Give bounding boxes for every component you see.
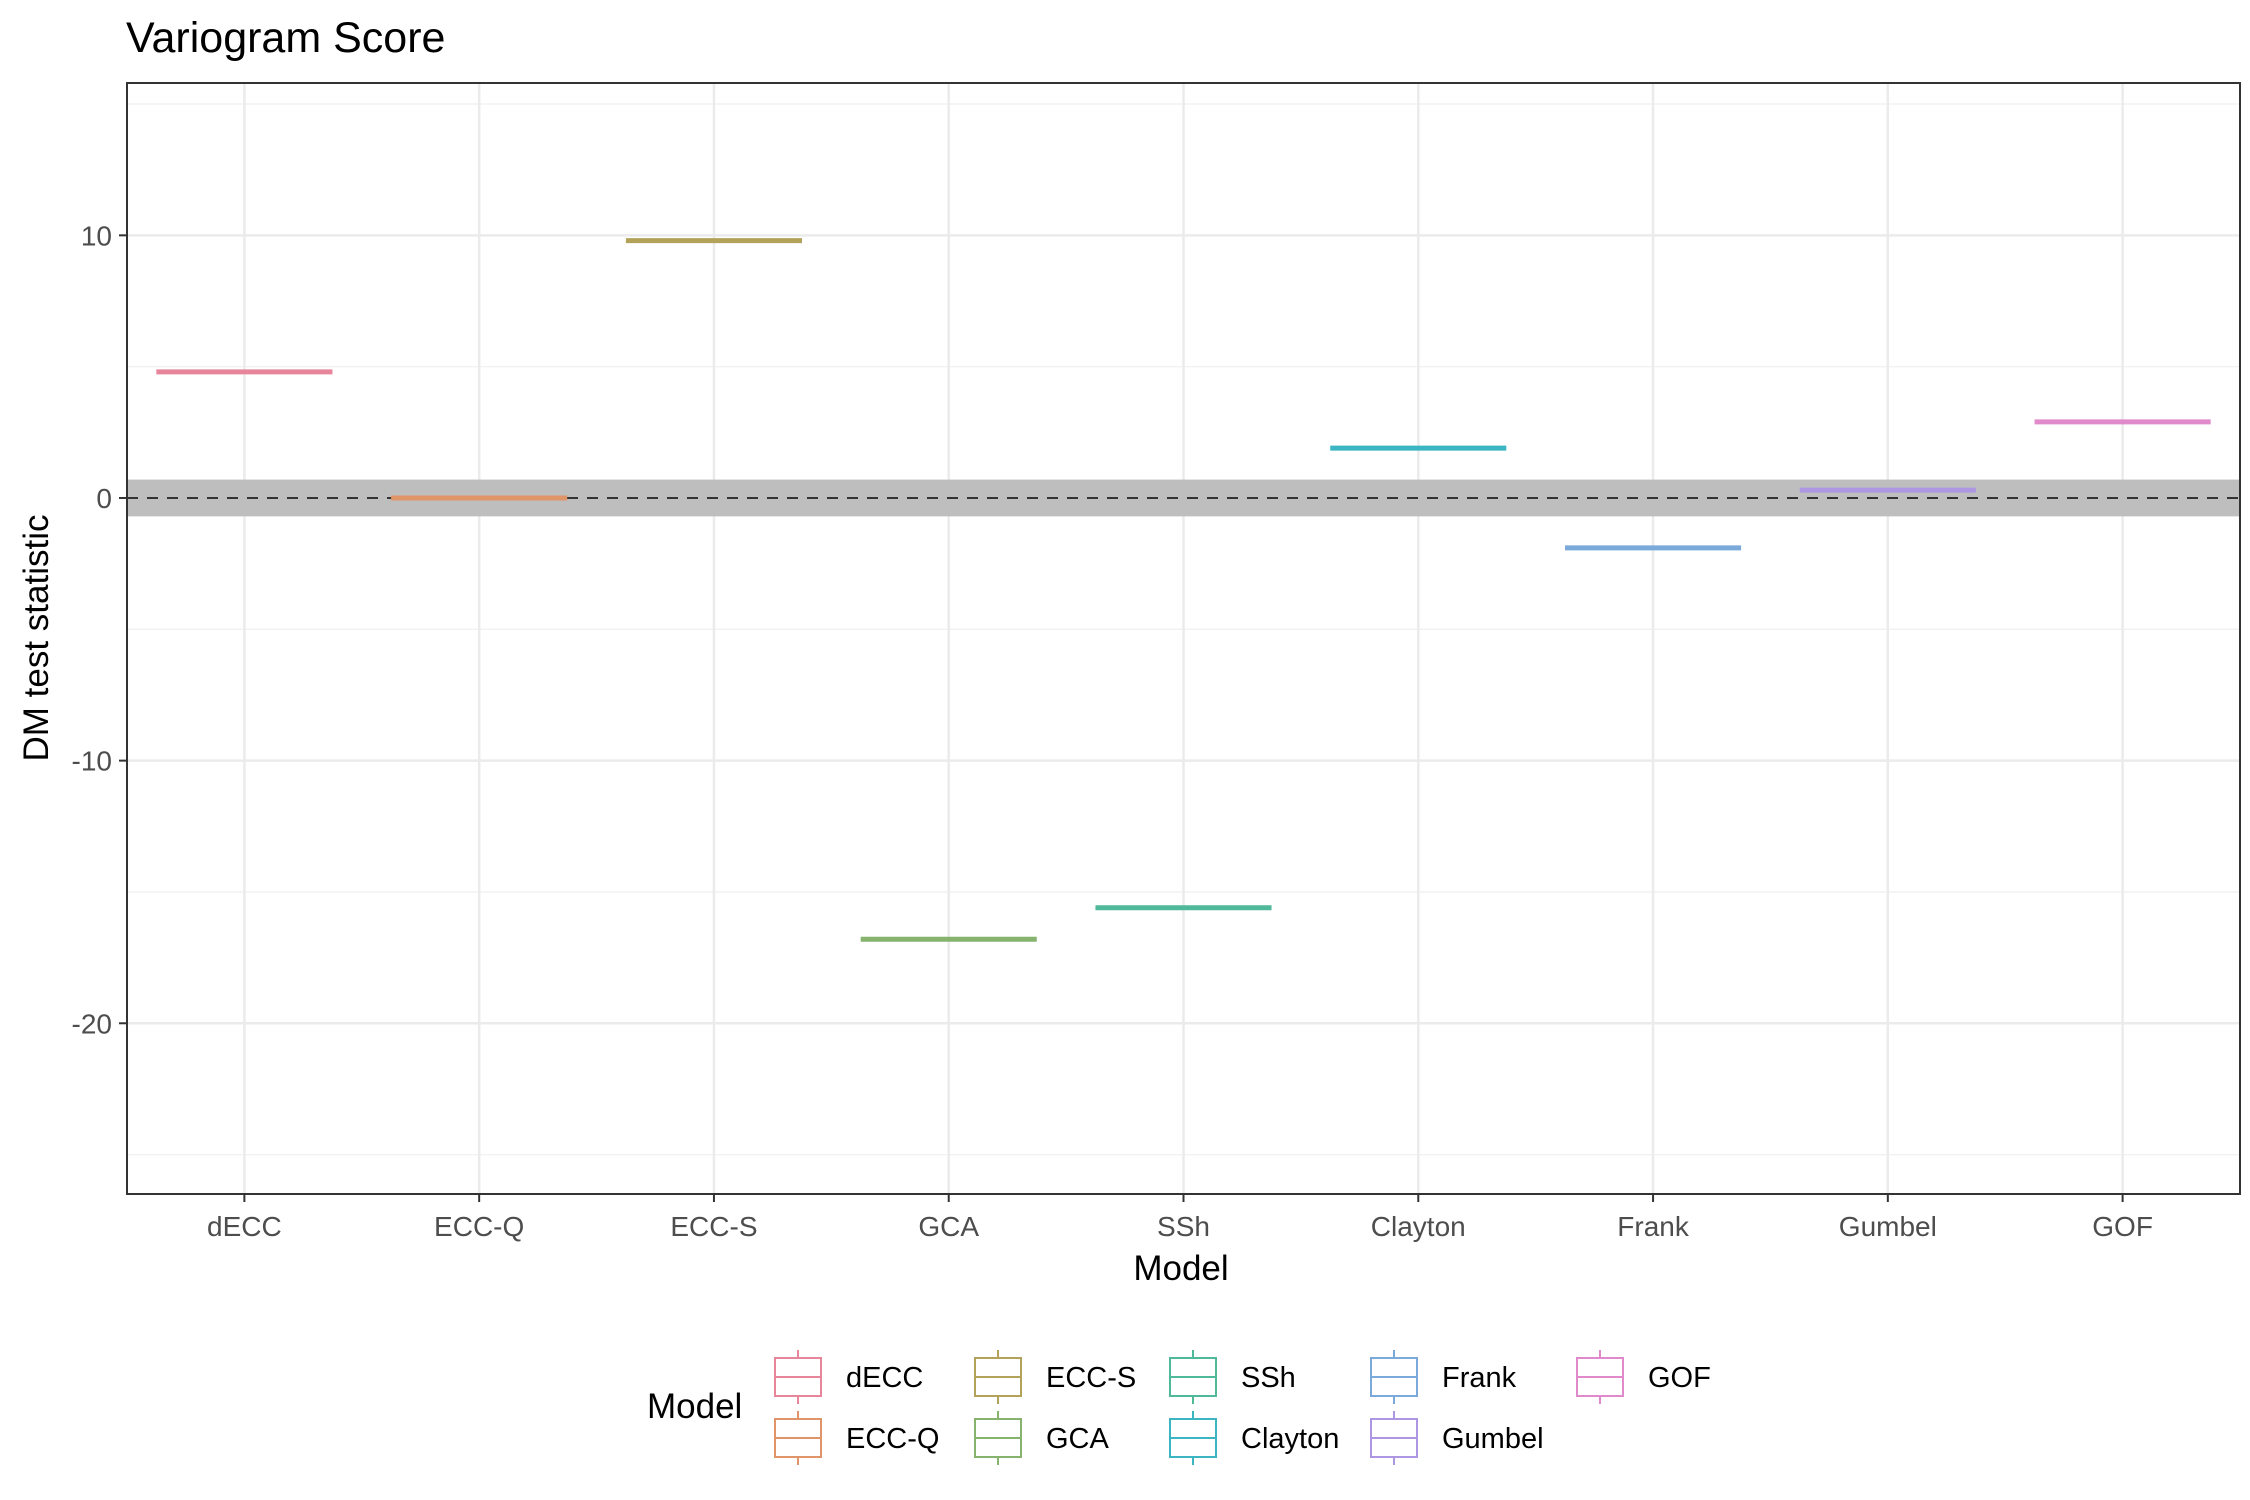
x-tick-label: GOF [2092, 1211, 2153, 1242]
legend-label: Gumbel [1442, 1423, 1544, 1455]
legend-label: dECC [846, 1362, 923, 1394]
legend-item-ecc-s: ECC-S [974, 1350, 1136, 1404]
legend-item-gumbel: Gumbel [1370, 1411, 1544, 1465]
legend-label: GCA [1046, 1423, 1110, 1455]
y-tick-label: 10 [81, 220, 112, 251]
x-tick-label: Clayton [1371, 1211, 1466, 1242]
legend-label: Clayton [1241, 1423, 1339, 1455]
legend-item-gca: GCA [974, 1411, 1110, 1465]
x-tick-label: ECC-Q [434, 1211, 524, 1242]
x-tick-label: dECC [207, 1211, 282, 1242]
x-tick-label: SSh [1157, 1211, 1210, 1242]
y-axis-title: DM test statistic [17, 515, 56, 762]
legend-item-clayton: Clayton [1169, 1411, 1339, 1465]
x-tick-label: Gumbel [1839, 1211, 1937, 1242]
legend-label: Frank [1442, 1362, 1517, 1394]
legend: Model dECC ECC-Q ECC-S GCA SSh Clayton Frank Gu… [647, 1350, 1711, 1465]
legend-item-ecc-q: ECC-Q [774, 1411, 939, 1465]
legend-item-gof: GOF [1576, 1350, 1711, 1404]
legend-label: ECC-S [1046, 1362, 1136, 1394]
legend-label: GOF [1648, 1362, 1711, 1394]
legend-title: Model [647, 1387, 742, 1426]
y-tick-label: -10 [72, 746, 112, 777]
legend-item-decc: dECC [774, 1350, 923, 1404]
x-axis-title: Model [1133, 1249, 1228, 1288]
legend-item-frank: Frank [1370, 1350, 1517, 1404]
x-tick-label: GCA [918, 1211, 979, 1242]
chart-title: Variogram Score [126, 14, 445, 62]
legend-item-ssh: SSh [1169, 1350, 1296, 1404]
legend-label: SSh [1241, 1362, 1296, 1394]
y-tick-label: 0 [96, 483, 112, 514]
x-tick-label: Frank [1617, 1211, 1690, 1242]
y-tick-label: -20 [72, 1008, 112, 1039]
legend-label: ECC-Q [846, 1423, 939, 1455]
plot-panel: 10 0 -10 -20 dECC ECC-Q ECC-S GCA SSh Clayton Fran… [72, 82, 2241, 1242]
x-tick-label: ECC-S [670, 1211, 757, 1242]
